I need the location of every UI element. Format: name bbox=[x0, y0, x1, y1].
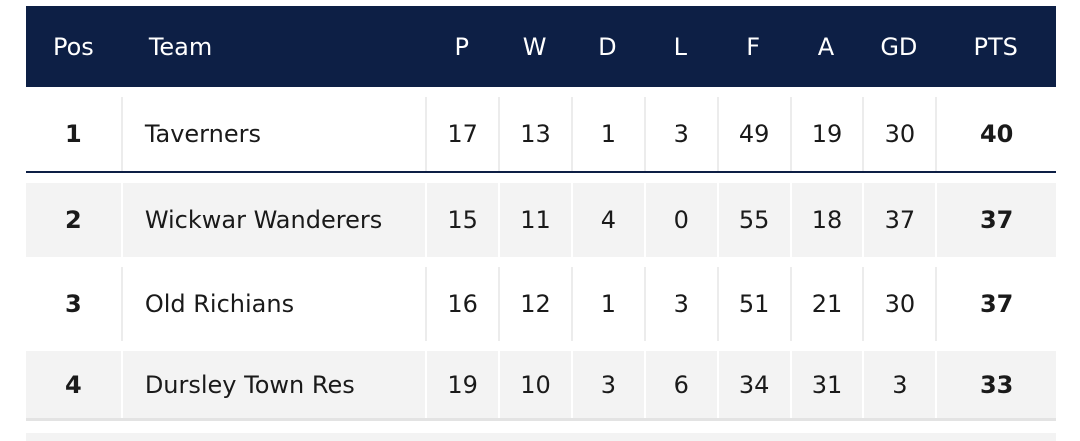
row-goals-against: 21 bbox=[789, 267, 863, 341]
header-goals-against[interactable]: A bbox=[817, 32, 835, 61]
row-goal-difference: 3 bbox=[862, 351, 935, 418]
header-goals-for[interactable]: F bbox=[746, 32, 761, 61]
row-team[interactable]: Old Richians bbox=[120, 267, 425, 341]
row-played: 16 bbox=[425, 267, 498, 341]
row-points: 40 bbox=[935, 97, 1056, 171]
header-points[interactable]: PTS bbox=[973, 32, 1018, 61]
header-lost[interactable]: L bbox=[673, 32, 687, 61]
row-won: 13 bbox=[498, 97, 571, 171]
row-goal-difference: 30 bbox=[862, 267, 935, 341]
row-played: 15 bbox=[425, 183, 498, 257]
league-table: Pos Team P W D L F A GD PTS 1 Taverners … bbox=[26, 6, 1056, 421]
header-won[interactable]: W bbox=[522, 32, 547, 61]
row-goals-against: 19 bbox=[789, 97, 863, 171]
header-played[interactable]: P bbox=[454, 32, 469, 61]
row-pos: 1 bbox=[65, 120, 82, 148]
header-drawn[interactable]: D bbox=[598, 32, 617, 61]
row-lost: 3 bbox=[643, 97, 717, 171]
row-goals-for: 34 bbox=[716, 351, 790, 418]
table-row[interactable]: 4 Dursley Town Res 19 10 3 6 34 31 3 33 bbox=[26, 351, 1056, 421]
next-row-edge bbox=[26, 433, 1056, 441]
row-drawn: 1 bbox=[570, 97, 644, 171]
table-row[interactable]: 2 Wickwar Wanderers 15 11 4 0 55 18 37 3… bbox=[26, 183, 1056, 257]
row-won: 12 bbox=[498, 267, 571, 341]
row-team[interactable]: Wickwar Wanderers bbox=[120, 183, 425, 257]
row-lost: 6 bbox=[643, 351, 717, 418]
row-points: 33 bbox=[935, 351, 1056, 418]
row-points: 37 bbox=[935, 267, 1056, 341]
row-lost: 3 bbox=[643, 267, 717, 341]
row-team[interactable]: Dursley Town Res bbox=[120, 351, 425, 418]
header-goal-difference[interactable]: GD bbox=[880, 32, 918, 61]
row-goals-against: 31 bbox=[789, 351, 863, 418]
row-team[interactable]: Taverners bbox=[120, 97, 425, 171]
row-pos: 3 bbox=[65, 290, 82, 318]
row-goals-for: 51 bbox=[716, 267, 790, 341]
row-goal-difference: 30 bbox=[862, 97, 935, 171]
row-goals-against: 18 bbox=[789, 183, 863, 257]
table-header: Pos Team P W D L F A GD PTS bbox=[26, 6, 1056, 87]
header-pos[interactable]: Pos bbox=[53, 32, 94, 61]
row-won: 10 bbox=[498, 351, 571, 418]
row-lost: 0 bbox=[643, 183, 717, 257]
row-drawn: 1 bbox=[570, 267, 644, 341]
row-goals-for: 55 bbox=[716, 183, 790, 257]
header-team[interactable]: Team bbox=[148, 32, 213, 61]
table-row[interactable]: 1 Taverners 17 13 1 3 49 19 30 40 bbox=[26, 97, 1056, 173]
table-row[interactable]: 3 Old Richians 16 12 1 3 51 21 30 37 bbox=[26, 267, 1056, 341]
row-goal-difference: 37 bbox=[862, 183, 935, 257]
row-played: 17 bbox=[425, 97, 498, 171]
row-drawn: 3 bbox=[570, 351, 644, 418]
row-pos: 2 bbox=[65, 206, 82, 234]
row-won: 11 bbox=[498, 183, 571, 257]
row-pos: 4 bbox=[65, 370, 82, 399]
row-played: 19 bbox=[425, 351, 498, 418]
row-points: 37 bbox=[935, 183, 1056, 257]
row-goals-for: 49 bbox=[716, 97, 790, 171]
row-drawn: 4 bbox=[570, 183, 644, 257]
